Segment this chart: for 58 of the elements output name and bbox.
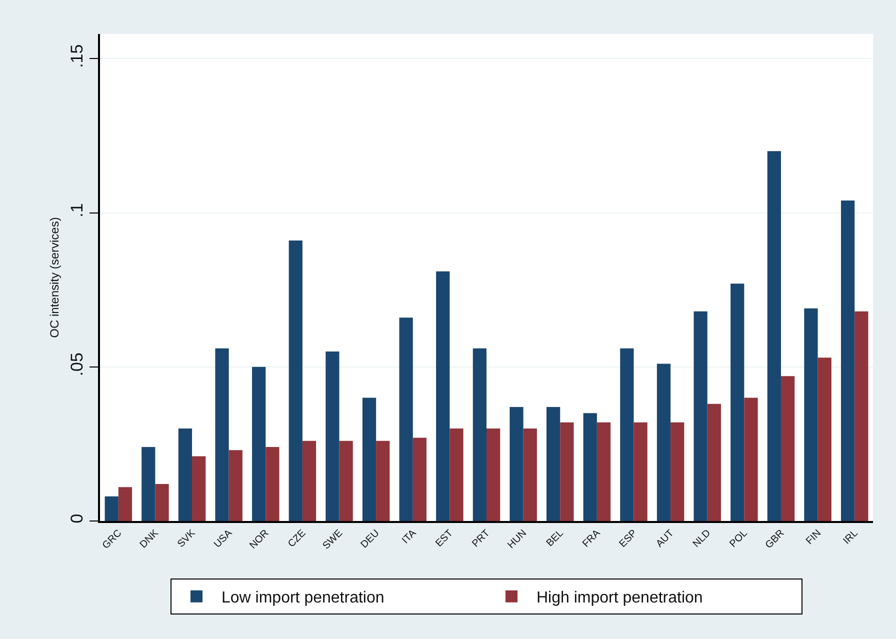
bar bbox=[376, 440, 390, 521]
bar bbox=[634, 422, 648, 521]
bar bbox=[302, 440, 316, 521]
y-tick-label: .15 bbox=[67, 44, 86, 68]
bar bbox=[694, 311, 708, 521]
bar bbox=[266, 447, 280, 521]
bar bbox=[450, 428, 464, 521]
x-tick-label: FIN bbox=[804, 528, 824, 548]
y-axis-title: OC intensity (services) bbox=[47, 217, 62, 338]
bar bbox=[412, 438, 426, 521]
bar bbox=[596, 422, 611, 521]
bar bbox=[252, 366, 266, 521]
y-tick-label: .1 bbox=[67, 203, 86, 218]
bar bbox=[744, 398, 758, 521]
bar bbox=[288, 240, 302, 521]
bar bbox=[670, 422, 684, 521]
bar bbox=[707, 404, 721, 521]
bar bbox=[656, 364, 671, 521]
bar bbox=[730, 284, 744, 521]
x-tick-label: CZE bbox=[286, 528, 308, 550]
bar bbox=[840, 200, 855, 521]
x-tick-label: BEL bbox=[544, 528, 566, 550]
x-tick-label: POL bbox=[728, 528, 750, 550]
bar bbox=[620, 348, 634, 521]
bar bbox=[560, 422, 574, 521]
bar bbox=[510, 406, 524, 521]
bar bbox=[104, 496, 118, 521]
bar bbox=[804, 308, 818, 521]
bar bbox=[118, 487, 132, 521]
bar bbox=[854, 311, 868, 521]
bar bbox=[155, 484, 169, 521]
bar bbox=[583, 413, 597, 521]
bar bbox=[215, 348, 229, 521]
bar bbox=[339, 440, 353, 521]
bar bbox=[228, 450, 242, 521]
x-tick-label: ITA bbox=[400, 528, 419, 546]
y-tick-label: .05 bbox=[67, 352, 86, 376]
bar bbox=[523, 428, 537, 521]
bar bbox=[362, 398, 376, 521]
bar bbox=[142, 447, 156, 521]
x-tick-label: IRL bbox=[841, 528, 861, 547]
legend-label: Low import penetration bbox=[222, 590, 384, 607]
bar bbox=[326, 351, 340, 521]
x-tick-label: NLD bbox=[691, 528, 714, 550]
legend-label: High import penetration bbox=[536, 590, 703, 607]
bar bbox=[399, 318, 413, 521]
bar bbox=[780, 376, 795, 521]
bar bbox=[818, 358, 832, 521]
bar bbox=[486, 428, 500, 521]
bar bbox=[436, 271, 450, 521]
bar bbox=[472, 348, 486, 521]
bar bbox=[767, 151, 781, 521]
bar bbox=[546, 406, 560, 521]
y-tick-label: 0 bbox=[67, 514, 86, 524]
bar bbox=[192, 456, 206, 521]
x-tick-label: USA bbox=[212, 528, 235, 550]
bar bbox=[178, 428, 192, 521]
x-tick-label: FRA bbox=[580, 528, 603, 550]
